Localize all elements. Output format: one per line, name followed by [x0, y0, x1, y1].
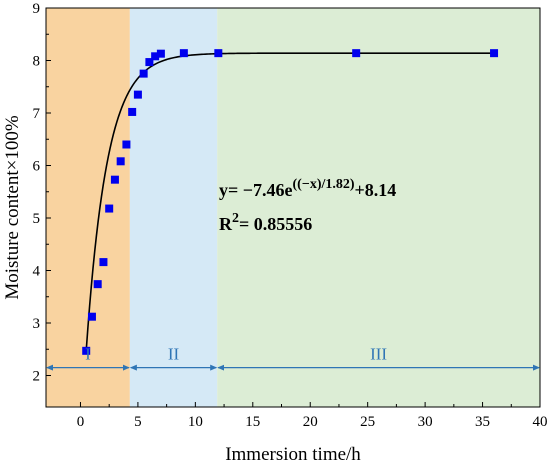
data-point: [490, 49, 499, 58]
stage-region-1: [46, 8, 130, 407]
x-tick-label: 15: [245, 414, 260, 430]
fit-equation: y= −7.46e((−x)/1.82)+8.14: [219, 177, 396, 200]
data-point: [145, 58, 154, 67]
data-point: [352, 49, 361, 58]
stage-region-3: [217, 8, 540, 407]
x-tick-label: 0: [77, 414, 85, 430]
x-tick-label: 35: [475, 414, 490, 430]
y-tick-label: 3: [33, 316, 41, 332]
r-squared: R2= 0.85556: [219, 211, 312, 234]
data-point: [110, 175, 119, 184]
y-tick-label: 8: [33, 54, 41, 70]
data-points: [82, 49, 499, 355]
stage-regions: [46, 8, 540, 407]
equation-annotation: y= −7.46e((−x)/1.82)+8.14 R2= 0.85556: [219, 177, 396, 234]
x-tick-label: 25: [360, 414, 375, 430]
y-tick-label: 5: [33, 211, 41, 227]
data-point: [93, 280, 102, 289]
x-tick-label: 10: [188, 414, 203, 430]
data-point: [122, 140, 131, 149]
y-tick-label: 9: [33, 1, 41, 17]
stage-label-3: III: [370, 345, 387, 364]
data-point: [105, 204, 114, 213]
x-tick-label: 20: [303, 414, 318, 430]
stage-label-2: II: [168, 345, 180, 364]
x-axis-title: Immersion time/h: [225, 444, 361, 465]
data-point: [179, 49, 188, 58]
y-tick-label: 2: [33, 369, 41, 385]
x-tick-label: 5: [134, 414, 142, 430]
data-point: [214, 49, 223, 58]
stage-markers: I II III: [46, 345, 540, 371]
y-axis-title: Moisture content×100%: [2, 115, 23, 299]
stage-label-1: I: [85, 345, 91, 364]
data-point: [139, 69, 148, 78]
data-point: [156, 49, 165, 58]
x-tick-label: 30: [418, 414, 433, 430]
plot-frame: [45, 7, 541, 408]
y-tick-label: 4: [33, 264, 41, 280]
data-point: [133, 90, 142, 99]
data-point: [99, 258, 108, 267]
fit-curve-group: [85, 52, 495, 351]
y-tick-label: 7: [33, 106, 41, 122]
x-tick-label: 40: [533, 414, 548, 430]
data-point: [82, 346, 91, 355]
fit-curve: [85, 52, 495, 351]
data-point: [116, 157, 125, 166]
y-tick-label: 6: [33, 159, 41, 175]
data-point: [87, 312, 96, 321]
data-point: [151, 52, 160, 61]
data-point: [128, 107, 137, 116]
